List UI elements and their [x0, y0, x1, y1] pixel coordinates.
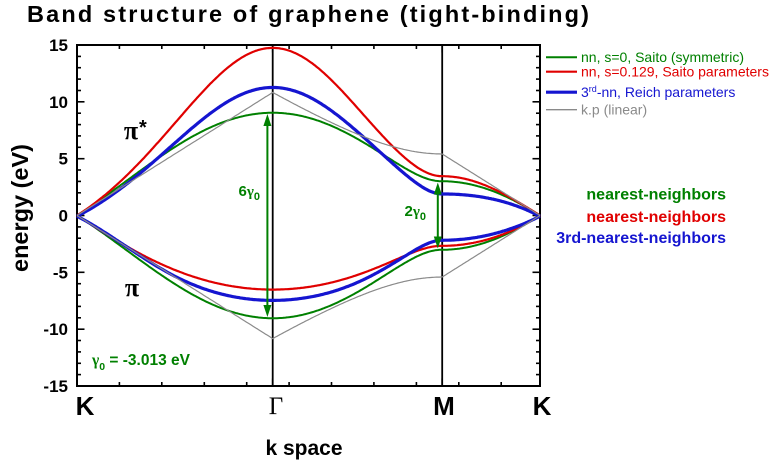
- svg-text:15: 15: [49, 36, 68, 55]
- svg-text:10: 10: [49, 93, 68, 112]
- svg-text:-10: -10: [43, 320, 68, 339]
- svg-text:5: 5: [59, 150, 68, 169]
- svg-text:0: 0: [59, 207, 68, 226]
- svg-text:Γ: Γ: [269, 393, 283, 420]
- svg-text:nearest-neighbors: nearest-neighbors: [586, 187, 726, 204]
- svg-text:k space: k space: [265, 437, 342, 460]
- svg-text:M: M: [433, 391, 455, 421]
- svg-text:nn, s=0, Saito (symmetric): nn, s=0, Saito (symmetric): [581, 49, 744, 65]
- svg-text:-5: -5: [53, 263, 68, 282]
- svg-text:π: π: [125, 273, 139, 302]
- svg-text:γ0 = -3.013 eV: γ0 = -3.013 eV: [91, 352, 191, 373]
- svg-text:nearest-neighbors: nearest-neighbors: [586, 209, 726, 226]
- svg-text:π: π: [124, 116, 138, 145]
- svg-text:3rd-nn, Reich parameters: 3rd-nn, Reich parameters: [581, 84, 735, 100]
- svg-text:Band structure of graphene (ti: Band structure of graphene (tight-bindin…: [27, 1, 589, 27]
- svg-text:k.p (linear): k.p (linear): [581, 102, 647, 118]
- svg-text:*: *: [139, 117, 147, 139]
- svg-text:K: K: [76, 391, 95, 421]
- svg-text:K: K: [533, 391, 552, 421]
- svg-text:-15: -15: [43, 377, 68, 396]
- svg-text:3rd-nearest-neighbors: 3rd-nearest-neighbors: [556, 230, 726, 247]
- svg-text:nn, s=0.129, Saito parameters: nn, s=0.129, Saito parameters: [581, 64, 769, 80]
- svg-text:energy (eV): energy (eV): [7, 144, 33, 272]
